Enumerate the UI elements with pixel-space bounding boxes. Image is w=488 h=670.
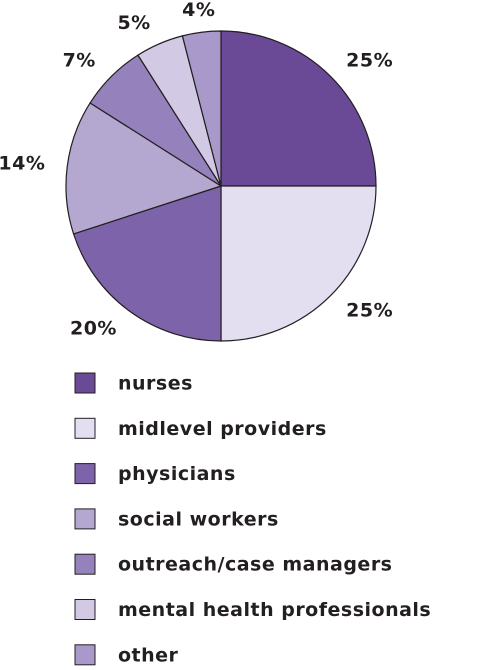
legend-label: other (118, 644, 179, 666)
legend-label: midlevel providers (118, 418, 327, 440)
legend-swatch (74, 417, 96, 439)
pie-slice (72, 185, 222, 342)
data-label: 25% (346, 300, 393, 322)
legend-swatch (74, 508, 96, 530)
pie-slice (65, 102, 223, 235)
pie-slice (181, 30, 222, 187)
data-label: 4% (182, 0, 215, 21)
legend-swatch (74, 599, 96, 620)
pie-slice (220, 30, 377, 187)
data-label: 25% (346, 49, 393, 71)
legend-label: mental health professionals (118, 599, 431, 621)
data-label: 5% (117, 12, 150, 34)
legend-swatch (74, 372, 96, 394)
legend-label: outreach/case managers (118, 554, 393, 576)
legend-label: physicians (118, 463, 236, 485)
pie-slice (220, 185, 377, 342)
legend-swatch (74, 553, 96, 575)
legend-swatch (74, 644, 96, 666)
legend-label: social workers (118, 508, 279, 530)
data-label: 20% (70, 318, 117, 340)
data-label: 14% (0, 152, 45, 174)
data-label: 7% (63, 49, 96, 71)
legend-label: nurses (118, 373, 193, 395)
legend-swatch (74, 463, 96, 485)
